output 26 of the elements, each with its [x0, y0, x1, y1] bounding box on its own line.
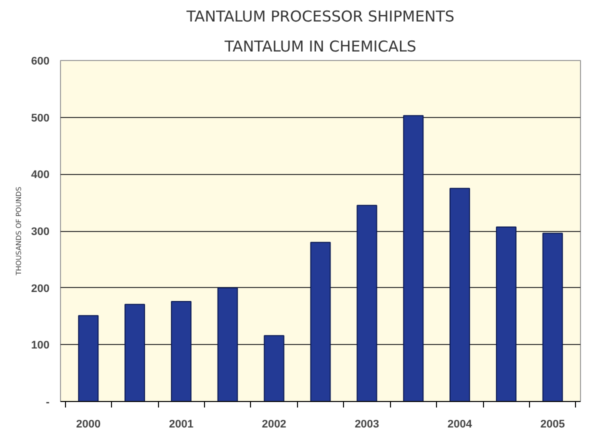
y-tick-label: 500	[31, 112, 50, 124]
bar	[310, 242, 331, 402]
bar	[217, 287, 238, 402]
bar	[264, 335, 284, 402]
bar	[542, 232, 563, 402]
chart-title: TANTALUM PROCESSOR SHIPMENTS	[186, 8, 454, 26]
bar	[124, 304, 146, 402]
bar	[403, 115, 424, 402]
bar	[78, 315, 99, 402]
y-tick-label: 200	[31, 282, 50, 295]
bar	[496, 226, 516, 402]
chart-subtitle: TANTALUM IN CHEMICALS	[224, 38, 416, 56]
x-tick-label: 2003	[354, 418, 380, 430]
y-tick-label: -	[46, 396, 50, 408]
x-tick-label: 2005	[540, 418, 565, 430]
y-tick-label: 600	[31, 56, 50, 68]
x-tick-label: 2002	[262, 418, 286, 430]
x-tick-label: 2000	[76, 418, 101, 430]
y-tick-label: 400	[31, 169, 50, 182]
bar	[356, 204, 378, 402]
y-tick-label: 100	[31, 340, 50, 352]
bar	[170, 300, 192, 402]
x-tick-label: 2001	[168, 418, 194, 430]
x-tick-label: 2004	[448, 418, 473, 430]
bar	[450, 188, 470, 402]
y-tick-label: 300	[31, 226, 50, 238]
